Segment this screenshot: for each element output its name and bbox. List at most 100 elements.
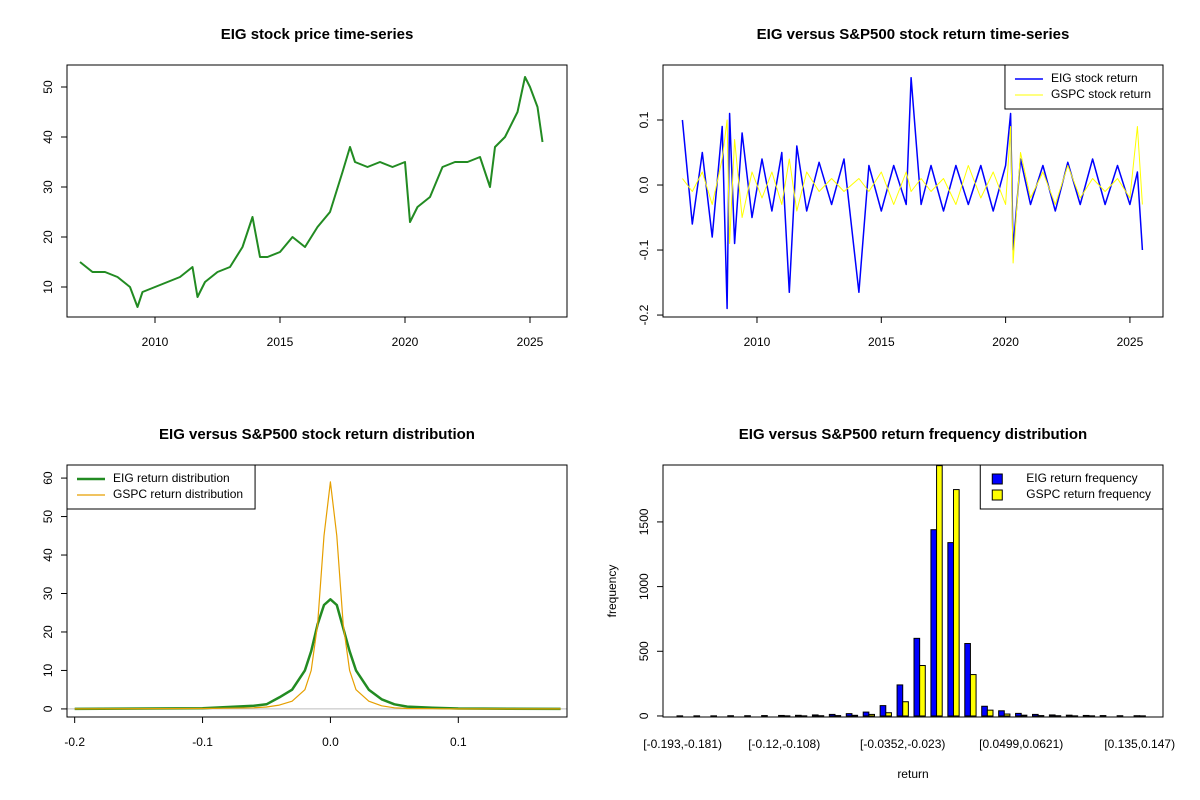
plot-box (662, 464, 1164, 718)
x-tick-label: [-0.0352,-0.023) (860, 737, 945, 751)
x-tick-label: [0.135,0.147) (1104, 737, 1175, 751)
legend-label: GSPC return frequency (1026, 487, 1151, 501)
legend-box (979, 464, 1164, 510)
chart-title: EIG versus S&P500 stock return time-seri… (757, 26, 1070, 43)
y-tick-label: 50 (41, 80, 55, 94)
legend-label: GSPC stock return (1051, 87, 1151, 101)
bar (1082, 714, 1090, 717)
legend-box (66, 464, 256, 510)
y-tick-label: 1000 (637, 573, 651, 600)
y-tick-label: 30 (41, 180, 55, 194)
x-tick-label: [-0.12,-0.108) (748, 737, 820, 751)
legend-label: EIG stock return (1051, 71, 1138, 85)
bar (828, 713, 836, 717)
series-line (74, 481, 561, 710)
bar (969, 674, 977, 717)
y-tick-label: 1500 (637, 508, 651, 535)
panel: EIG versus S&P500 return frequency distr… (605, 426, 1175, 781)
x-tick-label: 0.0 (322, 735, 339, 749)
x-tick-label: 2020 (992, 335, 1019, 349)
y-tick-label: 20 (41, 230, 55, 244)
bar (885, 712, 892, 717)
bar (964, 643, 971, 717)
plot-box (662, 64, 1164, 318)
bar (795, 714, 802, 717)
y-tick-label: 0.1 (637, 111, 651, 128)
y-axis-label: frequency (605, 565, 619, 618)
bar (953, 489, 960, 717)
x-tick-label: 2015 (267, 335, 294, 349)
plot-box (66, 64, 568, 318)
x-tick-label: 2020 (392, 335, 419, 349)
y-tick-label: 60 (41, 471, 55, 485)
bar (1020, 714, 1028, 717)
bar (986, 709, 994, 717)
y-tick-label: 0.0 (637, 176, 651, 193)
x-tick-label: 2025 (517, 335, 544, 349)
bar (896, 684, 904, 717)
legend: EIG return frequency GSPC return frequenc… (979, 464, 1164, 510)
y-tick-label: -0.1 (637, 239, 651, 260)
x-tick-label: 2010 (744, 335, 771, 349)
y-tick-label: 20 (41, 625, 55, 639)
bar (1048, 714, 1056, 717)
x-tick-label: 2010 (142, 335, 169, 349)
legend: EIG return distribution GSPC return distr… (66, 464, 256, 510)
chart-title: EIG versus S&P500 return frequency distr… (739, 426, 1087, 443)
bar (1003, 713, 1011, 717)
x-axis-label: return (897, 767, 928, 781)
bar (981, 705, 988, 717)
bar (1065, 714, 1073, 717)
bar (919, 665, 926, 717)
y-tick-label: 0 (637, 712, 651, 719)
series-line (74, 598, 561, 711)
x-tick-label: [-0.193,-0.181) (643, 737, 722, 751)
y-tick-label: 10 (41, 280, 55, 294)
bar (811, 714, 819, 717)
bar (778, 714, 785, 717)
bar (913, 637, 921, 717)
series-line (682, 119, 1143, 264)
bar (845, 713, 853, 717)
bar (1015, 712, 1022, 717)
panel: EIG versus S&P500 stock return distribut… (41, 426, 568, 749)
x-tick-label: 2025 (1117, 335, 1144, 349)
legend-label: EIG return frequency (1026, 471, 1137, 485)
bar (1032, 713, 1039, 717)
y-tick-label: 40 (41, 130, 55, 144)
x-tick-label: -0.2 (64, 735, 85, 749)
x-tick-label: 2015 (868, 335, 895, 349)
y-tick-label: 500 (637, 641, 651, 661)
legend: EIG stock return GSPC stock return (1004, 64, 1164, 110)
series-line (681, 76, 1144, 310)
y-tick-label: 40 (41, 548, 55, 562)
y-tick-label: 50 (41, 510, 55, 524)
y-tick-label: 0 (41, 705, 55, 712)
legend-label: EIG return distribution (113, 471, 230, 485)
y-tick-label: 10 (41, 663, 55, 677)
bar (936, 465, 943, 717)
x-tick-label: 0.1 (450, 735, 467, 749)
chart-title: EIG stock price time-series (221, 26, 414, 43)
bar (947, 542, 954, 717)
bar (998, 710, 1005, 717)
legend-swatch (991, 473, 1003, 485)
legend-swatch (991, 489, 1003, 501)
legend-label: GSPC return distribution (113, 487, 243, 501)
legend-box (1004, 64, 1164, 110)
series-line (79, 76, 544, 308)
x-tick-label: [0.0499,0.0621) (979, 737, 1063, 751)
chart-title: EIG versus S&P500 stock return distribut… (159, 426, 475, 443)
panel: EIG versus S&P500 stock return time-seri… (637, 26, 1164, 349)
panel: EIG stock price time-series 10 20 30 40 50 201… (41, 26, 568, 349)
y-tick-label: -0.2 (637, 304, 651, 325)
bar (862, 711, 870, 717)
bar (879, 705, 887, 717)
bar (930, 529, 938, 717)
y-tick-label: 30 (41, 587, 55, 601)
plot-box (66, 464, 568, 718)
bar (851, 714, 859, 717)
x-tick-label: -0.1 (192, 735, 213, 749)
